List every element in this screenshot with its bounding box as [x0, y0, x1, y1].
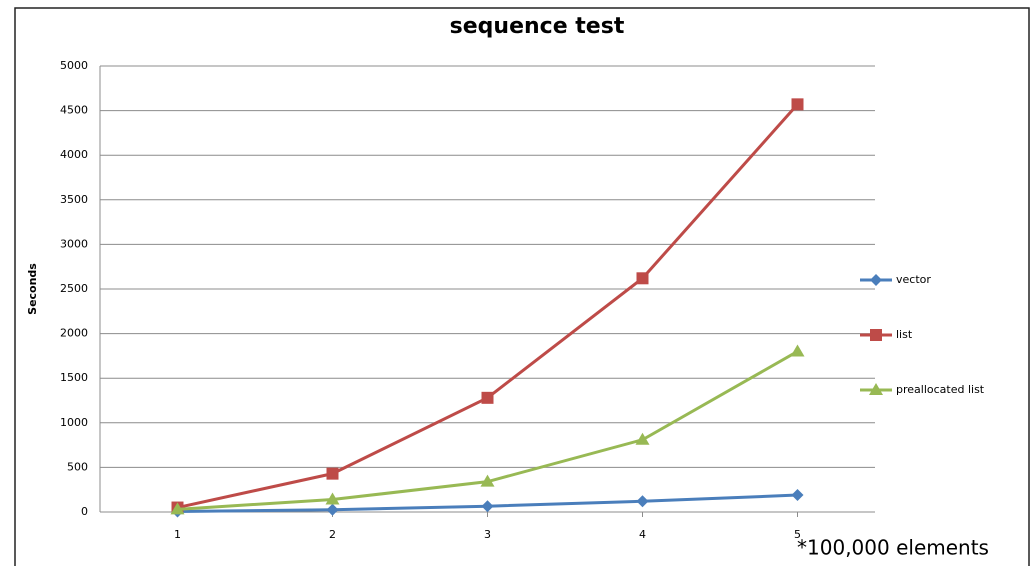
y-tick-label: 3500	[60, 193, 88, 206]
y-tick-label: 1500	[60, 371, 88, 384]
data-point	[480, 474, 495, 487]
data-point	[636, 272, 649, 285]
y-tick-label: 1000	[60, 416, 88, 429]
y-axis-label: Seconds	[26, 263, 39, 315]
data-point	[481, 500, 494, 513]
annotation: *100,000 elements	[797, 536, 989, 560]
legend-marker	[870, 274, 882, 286]
x-tick-label: 2	[329, 528, 336, 541]
data-point	[791, 489, 804, 502]
data-point	[170, 502, 185, 515]
chart-frame	[14, 7, 1030, 566]
legend-label: list	[896, 328, 913, 341]
data-point	[790, 344, 805, 357]
data-point	[791, 98, 804, 111]
x-tick-label: 3	[484, 528, 491, 541]
y-tick-label: 3000	[60, 237, 88, 250]
y-tick-label: 4500	[60, 104, 88, 117]
y-tick-label: 5000	[60, 59, 88, 72]
legend-label: vector	[896, 273, 931, 286]
legend-label: preallocated list	[896, 383, 985, 396]
x-tick-label: 4	[639, 528, 646, 541]
y-tick-label: 4000	[60, 148, 88, 161]
y-tick-label: 2000	[60, 327, 88, 340]
y-tick-label: 500	[67, 460, 88, 473]
y-tick-label: 0	[81, 505, 88, 518]
legend-marker	[869, 383, 883, 395]
data-point	[636, 495, 649, 508]
legend-marker	[870, 329, 882, 341]
data-point	[326, 503, 339, 516]
data-point	[635, 432, 650, 445]
data-point	[481, 391, 494, 404]
chart-title: sequence test	[450, 14, 625, 39]
data-point	[325, 492, 340, 505]
x-tick-label: 1	[174, 528, 181, 541]
data-point	[326, 467, 339, 480]
x-tick-label: 5	[794, 528, 801, 541]
y-tick-label: 2500	[60, 282, 88, 295]
